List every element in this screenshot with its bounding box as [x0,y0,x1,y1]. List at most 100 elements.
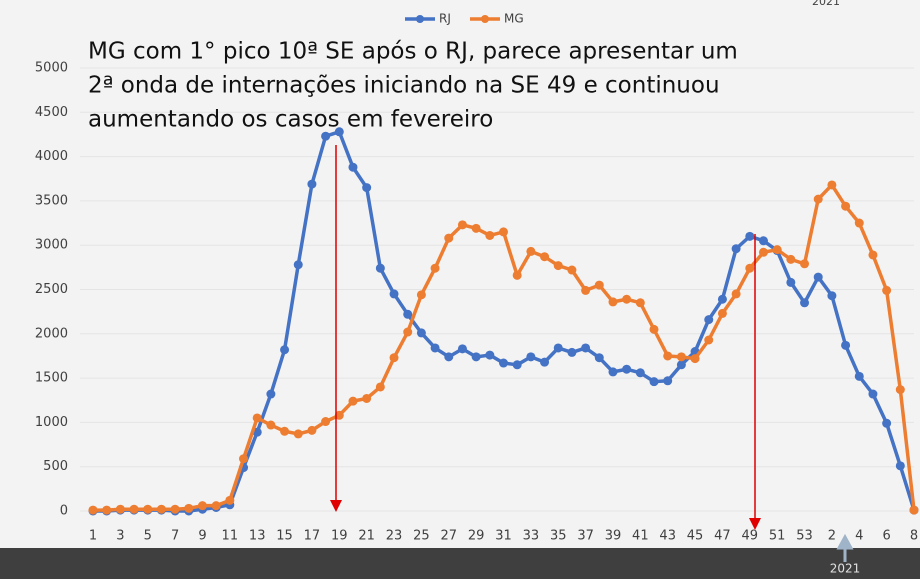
y-tick-label: 1500 [35,371,68,386]
data-point [115,504,125,514]
x-tick-label: 41 [632,529,649,544]
chart-background [0,0,920,548]
data-point [553,261,563,271]
x-tick-label: 45 [687,529,704,544]
data-point [485,230,495,240]
data-point [526,352,536,362]
data-point [581,285,591,295]
legend-label: MG [504,12,524,26]
x-tick-label: 47 [714,529,731,544]
y-tick-label: 5000 [35,61,68,76]
data-point [416,290,426,300]
y-tick-label: 2500 [35,282,68,297]
data-point [512,270,522,280]
y-tick-label: 4000 [35,149,68,164]
data-point [553,343,563,353]
data-point [731,289,741,299]
data-point [457,344,467,354]
x-tick-label: 5 [144,529,152,544]
x-tick-label: 2 [828,529,836,544]
y-tick-label: 3500 [35,193,68,208]
x-tick-label: 3 [116,529,124,544]
legend-marker [481,15,489,23]
data-point [184,503,194,513]
data-point [786,277,796,287]
data-point [156,504,166,514]
annotation: MG com 1° pico 10ª SE após o RJ, parece … [88,39,738,65]
x-tick-label: 21 [358,529,375,544]
data-point [170,504,180,514]
data-point [594,280,604,290]
data-point [403,309,413,319]
data-point [293,260,303,270]
data-point [375,382,385,392]
data-point [102,505,112,515]
data-point [731,244,741,254]
data-point [868,389,878,399]
data-point [512,360,522,370]
x-tick-label: 39 [605,529,622,544]
data-point [444,352,454,362]
data-point [813,194,823,204]
x-tick-label: 1 [89,529,97,544]
data-point [676,360,686,370]
x-tick-label: 4 [855,529,863,544]
x-tick-label: 8 [910,529,918,544]
data-point [882,285,892,295]
x-tick-label: 9 [198,529,206,544]
data-point [389,353,399,363]
data-point [758,236,768,246]
data-point [471,352,481,362]
data-point [704,315,714,325]
x-tick-label: 37 [577,529,594,544]
x-tick-label: 35 [550,529,567,544]
data-point [800,298,810,308]
data-point [717,308,727,318]
data-point [375,263,385,273]
data-point [280,345,290,355]
data-point [211,501,221,511]
year-label: 2021 [830,562,861,576]
data-point [266,420,276,430]
data-point [758,247,768,257]
y-tick-label: 4500 [35,105,68,120]
data-point [594,353,604,363]
data-point [416,328,426,338]
data-point [334,127,344,137]
data-point [321,131,331,141]
data-point [895,461,905,471]
data-point [567,347,577,357]
data-point [499,358,508,368]
data-point [280,426,290,436]
data-point [608,367,618,377]
data-point [88,505,98,515]
data-point [745,231,755,241]
x-tick-label: 7 [171,529,179,544]
data-point [526,246,536,256]
data-point [704,335,714,345]
x-tick-label: 51 [769,529,786,544]
data-point [800,259,810,269]
legend-marker [416,15,424,23]
arrow-head [330,500,342,512]
data-point [348,162,358,172]
data-point [334,410,344,420]
data-point [499,227,508,237]
data-point [676,352,686,362]
x-tick-label: 49 [742,529,759,544]
data-point [717,294,727,304]
data-point [622,294,632,304]
data-point [635,368,645,378]
data-point [772,245,782,255]
data-point [567,265,577,275]
year-arrow [836,533,854,562]
data-point [663,351,673,361]
data-point [239,454,249,464]
arrow-head [749,518,761,530]
data-point [348,396,358,406]
data-point [307,179,317,189]
data-point [813,272,823,282]
data-point [129,504,139,514]
